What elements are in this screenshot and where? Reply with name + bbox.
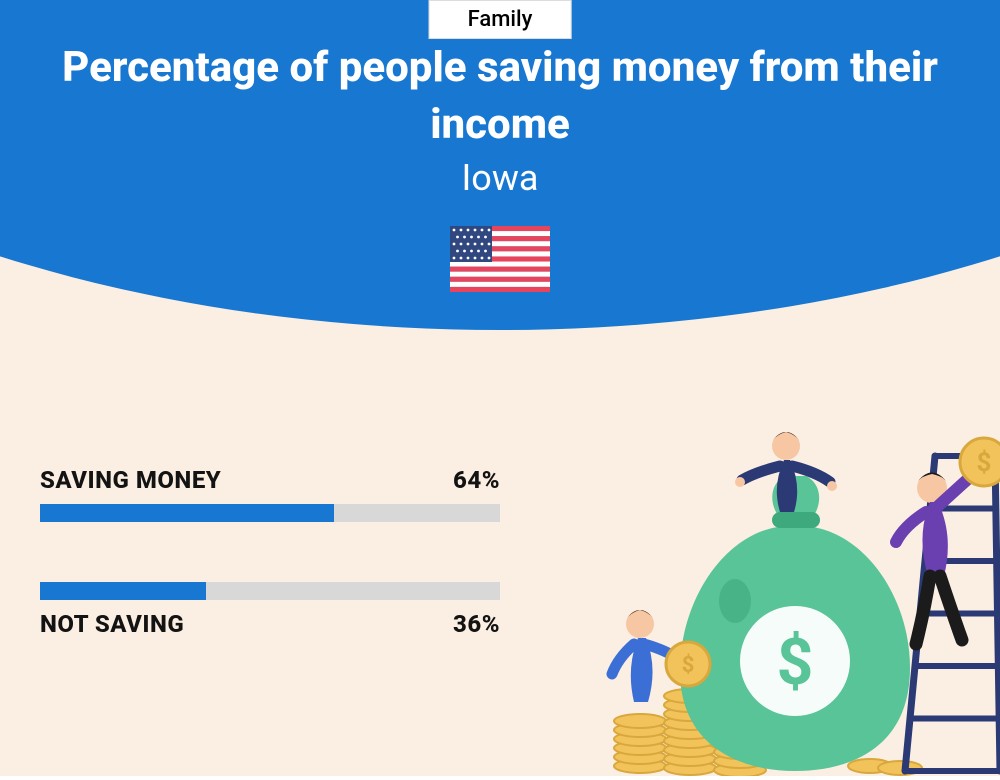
bar-label-row: NOT SAVING 36% [40,610,500,638]
bar-block: NOT SAVING 36% [40,582,500,638]
category-label: Family [468,7,533,32]
svg-text:$: $ [777,625,814,700]
bar-label: NOT SAVING [40,610,184,638]
category-badge: Family [429,0,572,39]
bar-label: SAVING MONEY [40,466,221,494]
bar-value: 36% [453,610,500,638]
bar-value: 64% [453,466,500,494]
bar-block: SAVING MONEY 64% [40,466,500,522]
bar-fill [40,582,206,600]
svg-text:$: $ [977,448,992,478]
bar-label-row: SAVING MONEY 64% [40,466,500,494]
bar-track [40,504,500,522]
bars-container: SAVING MONEY 64% NOT SAVING 36% [40,466,500,698]
page-title: Percentage of people saving money from t… [0,40,1000,153]
bar-fill [40,504,334,522]
header-block: Percentage of people saving money from t… [0,40,1000,199]
svg-text:$: $ [682,653,695,678]
savings-illustration: $ $ $ [580,416,1000,776]
page-subtitle: Iowa [0,157,1000,199]
us-flag-icon [450,226,550,292]
bar-track [40,582,500,600]
